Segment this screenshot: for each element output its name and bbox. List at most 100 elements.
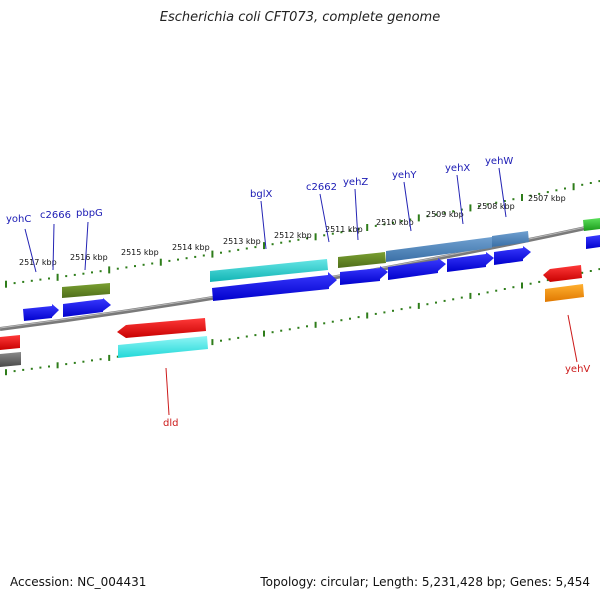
gene-left-minus[interactable] (0, 335, 20, 350)
leader-c2662 (319, 193, 330, 243)
gene-label-dld[interactable]: dld (163, 418, 178, 429)
minor-tick (48, 277, 50, 280)
minus-strand-genes (0, 265, 582, 350)
major-tick (366, 312, 369, 319)
accession-info: Accession: NC_004431 (10, 575, 147, 589)
kbp-label: 2515 kbp (121, 248, 159, 257)
gene-label-yehX[interactable]: yehX (445, 163, 470, 174)
gene-yehW-arrow[interactable] (494, 246, 531, 265)
minor-tick (349, 317, 351, 320)
major-tick (263, 242, 265, 250)
major-tick (572, 183, 575, 191)
kbp-label: 2511 kbp (325, 225, 363, 234)
feature-yehV-category[interactable] (545, 284, 584, 302)
minor-tick (581, 183, 584, 186)
minor-tick (392, 221, 394, 224)
minor-tick (564, 187, 566, 190)
minor-tick (495, 201, 498, 204)
kbp-label: 2509 kbp (426, 210, 464, 219)
kbp-label: 2516 kbp (70, 253, 108, 262)
minor-tick (331, 232, 334, 235)
major-tick (417, 302, 420, 309)
minor-tick (589, 182, 592, 184)
kbp-label: 2507 kbp (528, 194, 566, 203)
feature-pbpG-category[interactable] (62, 283, 110, 298)
minor-tick (357, 228, 360, 231)
kbp-label: 2510 kbp (376, 218, 414, 227)
minor-tick (168, 259, 171, 262)
gene-label-yehY[interactable]: yehY (392, 170, 417, 181)
minor-tick (228, 250, 231, 253)
minor-tick (495, 289, 498, 292)
gene-yehZ-arrow[interactable] (340, 266, 388, 285)
minor-tick (426, 303, 429, 306)
major-tick (521, 194, 523, 201)
minor-tick (99, 270, 102, 273)
minor-tick (357, 316, 360, 319)
minor-tick (288, 328, 291, 331)
feature-left-inner[interactable] (0, 352, 21, 367)
gene-label-yehZ[interactable]: yehZ (343, 177, 368, 188)
feature-dld-category[interactable] (118, 336, 208, 358)
minor-tick (383, 223, 386, 226)
gene-label-c2666[interactable]: c2666 (40, 210, 71, 221)
minor-tick (220, 251, 222, 254)
kbp-scale: 2517 kbp 2516 kbp 2515 kbp 2514 kbp 2513… (19, 194, 566, 267)
gene-label-yehW[interactable]: yehW (485, 156, 513, 167)
gene-yehV-arrow[interactable] (543, 265, 582, 282)
minor-tick (82, 272, 85, 275)
minor-tick (538, 280, 541, 283)
gene-dld-arrow[interactable] (117, 318, 206, 338)
gene-yohC-arrow[interactable] (23, 304, 59, 321)
minor-tick (349, 229, 351, 232)
minor-tick (435, 213, 437, 216)
minor-tick (280, 241, 283, 244)
minor-tick (151, 262, 154, 265)
minor-tick (323, 322, 326, 325)
minor-tick (30, 279, 33, 282)
minor-tick (134, 265, 136, 268)
gene-bglX-arrow[interactable] (212, 272, 337, 301)
minor-tick (598, 180, 600, 183)
gene-label-yehV[interactable]: yehV (565, 364, 590, 375)
gene-label-c2662[interactable]: c2662 (306, 182, 337, 193)
gene-label-pbpG[interactable]: pbpG (76, 208, 103, 219)
kbp-label: 2517 kbp (19, 258, 57, 267)
minor-tick (323, 234, 326, 237)
minor-tick (280, 329, 283, 332)
plus-strand-genes (23, 235, 600, 321)
leader-yehX (456, 174, 464, 225)
feature-yehW-category[interactable] (492, 231, 529, 247)
gene-yehY-arrow[interactable] (388, 258, 446, 280)
feature-yehY-category[interactable] (386, 237, 492, 262)
kbp-label: 2514 kbp (172, 243, 210, 252)
minor-tick (546, 279, 549, 282)
minor-tick (39, 366, 42, 369)
gene-label-bglX[interactable]: bglX (250, 189, 272, 200)
major-tick (56, 362, 59, 369)
minor-tick (13, 282, 16, 285)
leader-dld (165, 367, 170, 416)
gene-yehX-arrow[interactable] (447, 252, 494, 272)
minor-tick (383, 311, 386, 314)
minor-tick (478, 293, 480, 296)
minor-tick (598, 268, 600, 271)
major-tick (5, 280, 7, 288)
minor-tick (400, 308, 403, 311)
minor-tick (374, 312, 377, 315)
gene-right-arrow[interactable] (586, 235, 600, 249)
minor-tick (48, 365, 50, 368)
gene-label-yohC[interactable]: yohC (6, 214, 31, 225)
minor-tick (503, 200, 506, 202)
feature-yehZ-category[interactable] (338, 252, 386, 268)
feature-bglX-category[interactable] (210, 259, 328, 282)
minor-tick (460, 296, 463, 299)
feature-right-category[interactable] (583, 218, 600, 231)
minor-tick (443, 299, 446, 302)
minor-tick (392, 309, 394, 312)
kbp-label: 2512 kbp (274, 231, 312, 240)
leader-yehV (567, 314, 578, 363)
minor-tick (254, 246, 257, 249)
gene-pbpG-arrow[interactable] (63, 298, 111, 317)
